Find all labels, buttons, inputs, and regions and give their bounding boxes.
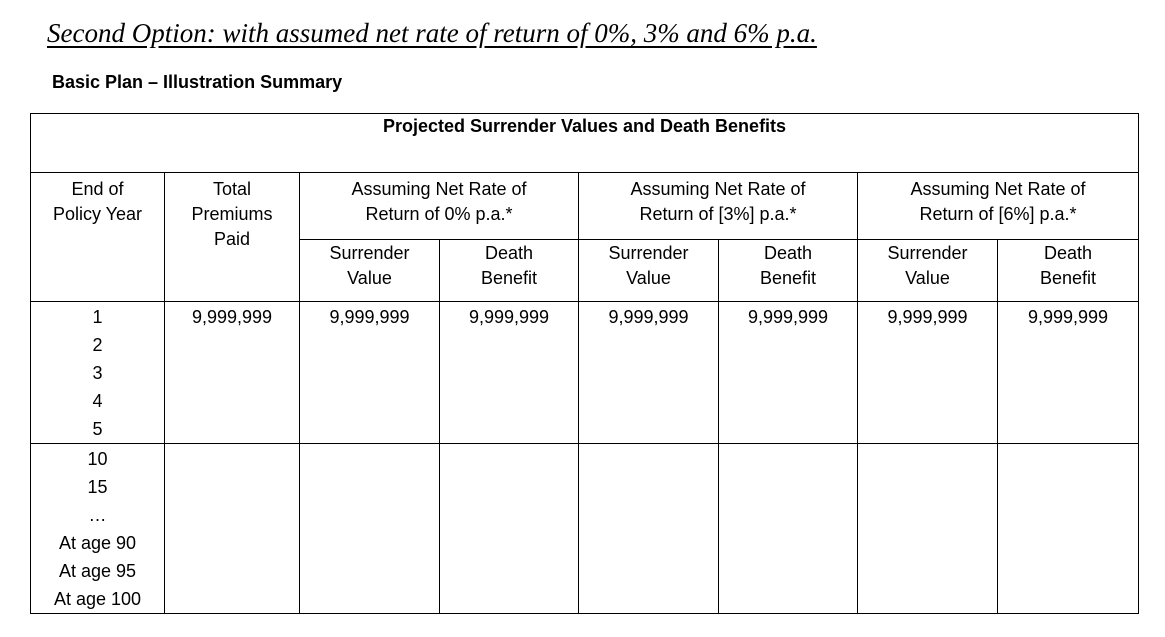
- year-list-block-2: 10 15 … At age 90 At age 95 At age 100: [30, 443, 165, 614]
- list-item: 5: [92, 419, 103, 439]
- list-item: 1: [92, 307, 103, 327]
- header-group-0pct: Assuming Net Rate of Return of 0% p.a.*: [299, 172, 579, 240]
- header-total-premiums-paid: Total Premiums Paid: [164, 172, 300, 302]
- illustration-table: Projected Surrender Values and Death Ben…: [29, 113, 1140, 614]
- subheader-surrender-value: Surrender Value: [578, 239, 719, 302]
- list-item: …: [88, 505, 107, 525]
- list-item: 2: [92, 335, 103, 355]
- empty-cell: [439, 443, 579, 614]
- subheader-surrender-value: Surrender Value: [857, 239, 998, 302]
- empty-cell: [996, 443, 1140, 614]
- subheader-death-benefit: Death Benefit: [439, 239, 579, 302]
- list-item: At age 90: [58, 533, 137, 553]
- header-group-6pct: Assuming Net Rate of Return of [6%] p.a.…: [856, 172, 1140, 240]
- header-group-3pct: Assuming Net Rate of Return of [3%] p.a.…: [578, 172, 858, 240]
- value-total-premiums: 9,999,999: [164, 301, 300, 444]
- subheader-surrender-value: Surrender Value: [299, 239, 440, 302]
- section-subheading: Basic Plan – Illustration Summary: [52, 72, 343, 92]
- list-item: 15: [87, 477, 108, 497]
- empty-cell: [718, 443, 858, 614]
- list-item: 3: [92, 363, 103, 383]
- value-g1-death: 9,999,999: [718, 301, 858, 444]
- subheader-death-benefit: Death Benefit: [718, 239, 858, 302]
- empty-cell: [857, 443, 998, 614]
- value-g0-surrender: 9,999,999: [299, 301, 440, 444]
- list-item: At age 95: [58, 561, 137, 581]
- subheader-death-benefit: Death Benefit: [996, 239, 1140, 302]
- table-row: 1 2 3 4 5 9,999,999 9,999,999 9,999,999 …: [30, 301, 1140, 444]
- header-end-of-policy-year: End of Policy Year: [30, 172, 165, 302]
- value-g0-death: 9,999,999: [439, 301, 579, 444]
- value-g2-death: 9,999,999: [996, 301, 1140, 444]
- value-g1-surrender: 9,999,999: [578, 301, 719, 444]
- value-g2-surrender: 9,999,999: [857, 301, 998, 444]
- year-list-block-1: 1 2 3 4 5: [30, 301, 165, 444]
- list-item: At age 100: [53, 589, 142, 609]
- table-banner: Projected Surrender Values and Death Ben…: [29, 113, 1140, 173]
- empty-cell: [164, 443, 300, 614]
- empty-cell: [578, 443, 719, 614]
- document-heading: Second Option: with assumed net rate of …: [47, 18, 817, 48]
- list-item: 4: [92, 391, 103, 411]
- list-item: 10: [87, 449, 108, 469]
- table-row: 10 15 … At age 90 At age 95 At age 100: [30, 443, 1140, 614]
- empty-cell: [299, 443, 440, 614]
